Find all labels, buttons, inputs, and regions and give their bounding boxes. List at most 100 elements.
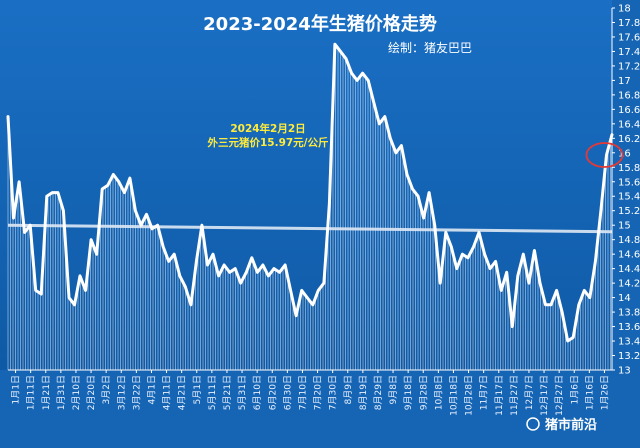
data-point (289, 289, 292, 292)
data-point (500, 289, 503, 292)
y-tick-label: 14 (618, 293, 631, 304)
data-point (18, 180, 20, 183)
x-tick-label: 9月8日 (388, 375, 399, 404)
y-tick-label: 18 (618, 4, 631, 15)
data-point (339, 50, 342, 53)
data-point (505, 271, 508, 274)
data-point (406, 173, 408, 176)
y-tick-label: 16.8 (618, 90, 640, 101)
chart-subtitle: 绘制：猪友巴巴 (388, 40, 472, 55)
highlight-circle (585, 142, 624, 168)
data-point (605, 154, 608, 156)
data-point (372, 101, 375, 104)
data-point (101, 188, 104, 190)
data-point (417, 195, 419, 198)
x-tick-label: 12月27日 (554, 375, 565, 416)
x-tick-label: 8月9日 (343, 375, 354, 404)
data-point (450, 246, 453, 248)
data-point (212, 253, 214, 256)
annotation-price: 外三元猪价15.97元/公斤 (206, 136, 328, 149)
y-tick-label: 13.2 (618, 351, 640, 362)
data-point (411, 188, 414, 190)
data-point (400, 144, 403, 147)
x-tick-label: 6月20日 (267, 375, 278, 410)
y-tick-label: 13.8 (618, 308, 640, 319)
x-tick-label: 10月18日 (448, 375, 459, 416)
data-point (173, 253, 176, 256)
y-tick-label: 15.6 (618, 177, 640, 188)
data-point (245, 271, 248, 274)
data-point (261, 264, 264, 266)
data-point (117, 180, 120, 183)
x-tick-label: 5月1日 (192, 375, 203, 404)
x-tick-label: 1月26日 (599, 375, 610, 410)
x-tick-label: 5月21日 (222, 375, 233, 410)
x-axis: 1月1日 1月11日 1月21日 1月31日 2月10日 2月20日 3月2日 3月12日 3月… (8, 369, 612, 416)
data-point (461, 253, 464, 256)
x-tick-label: 4月1日 (146, 375, 157, 404)
x-tick-label: 1月16日 (584, 375, 595, 410)
data-point (317, 289, 320, 292)
data-point (273, 267, 275, 270)
y-tick-label: 17.2 (618, 61, 640, 72)
data-point (29, 224, 32, 227)
data-point (267, 274, 270, 277)
y-tick-label: 15.4 (618, 192, 640, 203)
y-tick-label: 16.2 (618, 134, 640, 145)
data-point (129, 177, 131, 180)
data-point (494, 260, 497, 263)
data-point (588, 296, 591, 299)
x-tick-label: 6月30日 (282, 375, 293, 410)
data-point (79, 274, 81, 277)
data-point (217, 274, 220, 277)
chart-title: 2023-2024年生猪价格走势 (203, 13, 437, 35)
data-point (350, 72, 353, 75)
annotation-date: 2024年2月2日 (230, 122, 305, 135)
x-tick-label: 1月31日 (56, 375, 67, 410)
data-point (527, 282, 530, 285)
watermark-icon (526, 417, 540, 431)
data-point (90, 238, 93, 241)
x-tick-label: 4月21日 (177, 375, 188, 410)
y-tick-label: 14.2 (618, 279, 640, 290)
data-point (361, 72, 364, 75)
data-point (433, 224, 436, 227)
data-point (334, 43, 336, 46)
data-point (228, 271, 231, 274)
data-point (489, 267, 491, 270)
y-tick-label: 13 (618, 366, 631, 377)
data-point (394, 151, 397, 154)
watermark: 猪市前沿 (526, 417, 597, 433)
y-tick-label: 13.4 (618, 337, 640, 348)
y-tick-label: 14.4 (618, 264, 640, 275)
data-point (23, 231, 26, 234)
data-point (112, 173, 115, 176)
data-point (223, 264, 226, 266)
x-tick-label: 2月10日 (71, 375, 82, 410)
data-point (278, 271, 281, 274)
x-tick-label: 7月30日 (328, 375, 339, 410)
x-tick-label: 7月10日 (297, 375, 308, 410)
y-tick-label: 17.8 (618, 18, 640, 29)
data-point (156, 224, 159, 227)
x-tick-label: 12月7日 (524, 375, 535, 410)
data-point (561, 311, 564, 313)
x-tick-label: 1月1日 (11, 375, 22, 404)
x-tick-label: 2月20日 (86, 375, 97, 410)
data-point (600, 209, 602, 212)
data-point (583, 289, 586, 292)
data-point (389, 137, 392, 140)
data-point (56, 191, 59, 194)
x-tick-label: 6月10日 (252, 375, 263, 410)
data-point (134, 209, 137, 212)
data-point (345, 57, 347, 60)
data-point (594, 260, 597, 263)
data-point (516, 274, 519, 277)
data-point (189, 303, 192, 306)
data-point (439, 282, 442, 285)
data-point (483, 253, 486, 256)
x-tick-label: 5月31日 (237, 375, 248, 410)
y-tick-label: 17.6 (618, 32, 640, 43)
trend-line (7, 223, 613, 234)
